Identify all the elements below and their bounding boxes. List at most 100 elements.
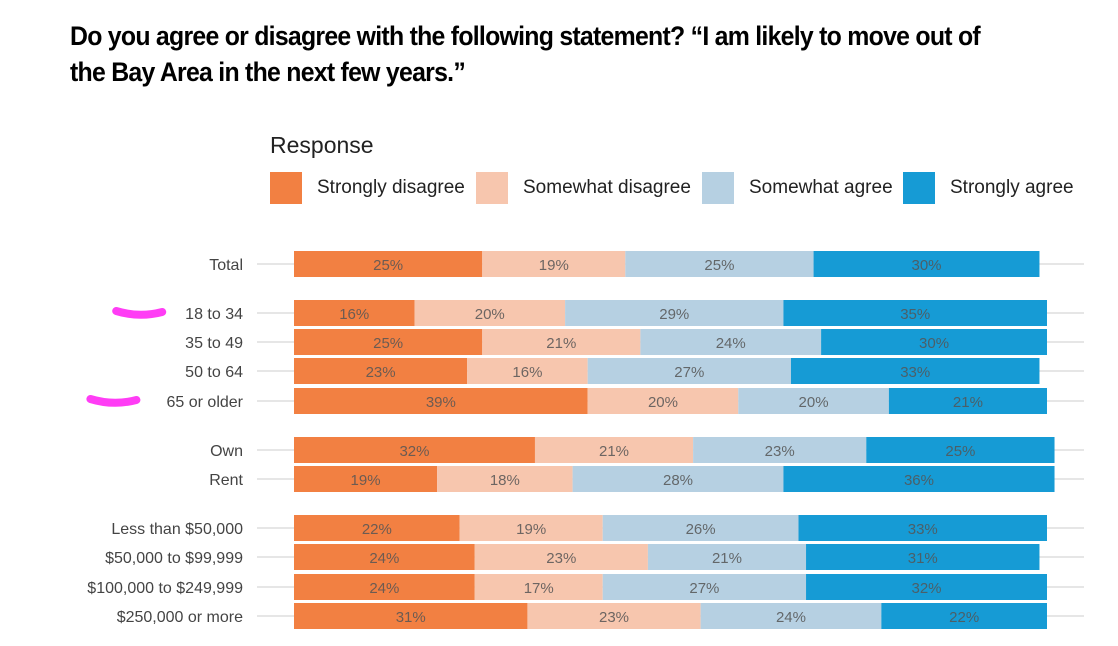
data-label-rent-somewhat-disagree: 18% xyxy=(490,472,520,489)
bar-segment-100-000-to-249-999-strongly-disagree xyxy=(294,574,475,600)
bar-segment-own-strongly-agree xyxy=(866,437,1055,463)
data-label-rent-strongly-disagree: 19% xyxy=(351,472,381,489)
bar-segment-65-or-older-strongly-agree xyxy=(888,388,1047,414)
bar-segment-total-strongly-agree xyxy=(813,251,1040,277)
bar-segment-250-000-or-more-strongly-agree xyxy=(881,603,1047,629)
legend-title: Response xyxy=(270,132,374,158)
data-label-100-000-to-249-999-somewhat-disagree: 17% xyxy=(524,580,554,597)
category-label-18-to-34: 18 to 34 xyxy=(185,306,243,323)
data-label-less-than-50-000-strongly-disagree: 22% xyxy=(362,521,392,538)
bar-segment-35-to-49-somewhat-disagree xyxy=(482,329,641,355)
category-label-65-or-older: 65 or older xyxy=(167,394,244,411)
bar-segment-50-to-64-strongly-agree xyxy=(790,358,1040,384)
data-label-50-000-to-99-999-strongly-disagree: 24% xyxy=(369,550,399,567)
data-label-50-to-64-somewhat-disagree: 16% xyxy=(512,364,542,381)
data-label-100-000-to-249-999-strongly-agree: 32% xyxy=(912,580,942,597)
bar-segment-50-000-to-99-999-somewhat-disagree xyxy=(474,544,648,570)
highlight-marker-65-or-older xyxy=(86,395,141,407)
bar-segment-own-somewhat-agree xyxy=(693,437,867,463)
category-label-rent: Rent xyxy=(209,472,243,489)
bar-segment-100-000-to-249-999-strongly-agree xyxy=(806,574,1047,600)
data-label-own-somewhat-agree: 23% xyxy=(765,443,795,460)
data-label-total-strongly-agree: 30% xyxy=(912,257,942,274)
category-label-35-to-49: 35 to 49 xyxy=(185,335,243,352)
bar-segment-65-or-older-strongly-disagree xyxy=(294,388,588,414)
data-label-100-000-to-249-999-strongly-disagree: 24% xyxy=(369,580,399,597)
data-label-65-or-older-strongly-disagree: 39% xyxy=(426,394,456,411)
bar-segment-18-to-34-somewhat-disagree xyxy=(414,300,566,326)
data-label-50-to-64-strongly-agree: 33% xyxy=(900,364,930,381)
category-label-50-to-64: 50 to 64 xyxy=(185,364,243,381)
bar-segment-100-000-to-249-999-somewhat-agree xyxy=(602,574,807,600)
data-label-65-or-older-somewhat-agree: 20% xyxy=(799,394,829,411)
bar-segment-18-to-34-strongly-disagree xyxy=(294,300,415,326)
data-label-own-strongly-disagree: 32% xyxy=(399,443,429,460)
data-label-own-somewhat-disagree: 21% xyxy=(599,443,629,460)
bar-segment-18-to-34-strongly-agree xyxy=(783,300,1047,326)
data-label-50-to-64-somewhat-agree: 27% xyxy=(674,364,704,381)
bar-segment-50-000-to-99-999-somewhat-agree xyxy=(647,544,807,570)
data-label-250-000-or-more-somewhat-agree: 24% xyxy=(776,609,806,626)
data-label-65-or-older-somewhat-disagree: 20% xyxy=(648,394,678,411)
legend-swatch-strongly-agree xyxy=(903,172,935,204)
bar-segment-250-000-or-more-somewhat-agree xyxy=(700,603,882,629)
data-label-250-000-or-more-strongly-disagree: 31% xyxy=(396,609,426,626)
data-label-total-strongly-disagree: 25% xyxy=(373,257,403,274)
data-label-18-to-34-somewhat-disagree: 20% xyxy=(475,306,505,323)
data-label-100-000-to-249-999-somewhat-agree: 27% xyxy=(689,580,719,597)
bar-segment-rent-somewhat-disagree xyxy=(437,466,573,492)
bar-segment-18-to-34-somewhat-agree xyxy=(565,300,784,326)
bar-segment-35-to-49-strongly-disagree xyxy=(294,329,483,355)
bar-segment-50-to-64-somewhat-agree xyxy=(587,358,791,384)
bar-segment-total-strongly-disagree xyxy=(294,251,483,277)
data-label-18-to-34-strongly-disagree: 16% xyxy=(339,306,369,323)
data-label-35-to-49-somewhat-disagree: 21% xyxy=(546,335,576,352)
category-label-total: Total xyxy=(209,257,243,274)
legend-swatch-somewhat-agree xyxy=(702,172,734,204)
data-label-rent-strongly-agree: 36% xyxy=(904,472,934,489)
data-label-less-than-50-000-somewhat-disagree: 19% xyxy=(516,521,546,538)
bar-segment-own-strongly-disagree xyxy=(294,437,535,463)
bar-segment-65-or-older-somewhat-agree xyxy=(738,388,889,414)
bar-segment-less-than-50-000-strongly-disagree xyxy=(294,515,460,541)
data-label-50-000-to-99-999-strongly-agree: 31% xyxy=(908,550,938,567)
bar-segment-35-to-49-somewhat-agree xyxy=(640,329,822,355)
bar-segment-50-000-to-99-999-strongly-disagree xyxy=(294,544,475,570)
data-label-own-strongly-agree: 25% xyxy=(945,443,975,460)
legend-swatch-somewhat-disagree xyxy=(476,172,508,204)
bar-segment-less-than-50-000-somewhat-disagree xyxy=(459,515,603,541)
data-label-less-than-50-000-strongly-agree: 33% xyxy=(908,521,938,538)
bar-segment-rent-somewhat-agree xyxy=(572,466,784,492)
data-label-total-somewhat-agree: 25% xyxy=(704,257,734,274)
data-label-35-to-49-somewhat-agree: 24% xyxy=(716,335,746,352)
bar-segment-rent-strongly-agree xyxy=(783,466,1055,492)
chart-title: Do you agree or disagree with the follow… xyxy=(70,21,981,87)
data-label-less-than-50-000-somewhat-agree: 26% xyxy=(686,521,716,538)
data-label-250-000-or-more-somewhat-disagree: 23% xyxy=(599,609,629,626)
legend-swatch-strongly-disagree xyxy=(270,172,302,204)
data-label-50-000-to-99-999-somewhat-agree: 21% xyxy=(712,550,742,567)
category-label-own: Own xyxy=(210,443,243,460)
data-label-65-or-older-strongly-agree: 21% xyxy=(953,394,983,411)
data-label-50-to-64-strongly-disagree: 23% xyxy=(366,364,396,381)
data-label-18-to-34-somewhat-agree: 29% xyxy=(659,306,689,323)
bar-segment-total-somewhat-agree xyxy=(625,251,814,277)
bar-segment-250-000-or-more-strongly-disagree xyxy=(294,603,528,629)
category-label-250-000-or-more: $250,000 or more xyxy=(117,609,243,626)
bar-segment-50-000-to-99-999-strongly-agree xyxy=(806,544,1040,570)
data-label-35-to-49-strongly-disagree: 25% xyxy=(373,335,403,352)
bar-segment-50-to-64-strongly-disagree xyxy=(294,358,468,384)
data-label-rent-somewhat-agree: 28% xyxy=(663,472,693,489)
legend-label-somewhat-agree: Somewhat agree xyxy=(749,177,893,198)
bar-segment-35-to-49-strongly-agree xyxy=(821,329,1047,355)
bar-segment-50-to-64-somewhat-disagree xyxy=(467,358,588,384)
legend-label-somewhat-disagree: Somewhat disagree xyxy=(523,177,691,198)
bar-segment-rent-strongly-disagree xyxy=(294,466,438,492)
data-label-250-000-or-more-strongly-agree: 22% xyxy=(949,609,979,626)
data-label-50-000-to-99-999-somewhat-disagree: 23% xyxy=(546,550,576,567)
highlight-marker-18-to-34 xyxy=(112,307,167,319)
data-label-18-to-34-strongly-agree: 35% xyxy=(900,306,930,323)
bar-segment-total-somewhat-disagree xyxy=(482,251,626,277)
